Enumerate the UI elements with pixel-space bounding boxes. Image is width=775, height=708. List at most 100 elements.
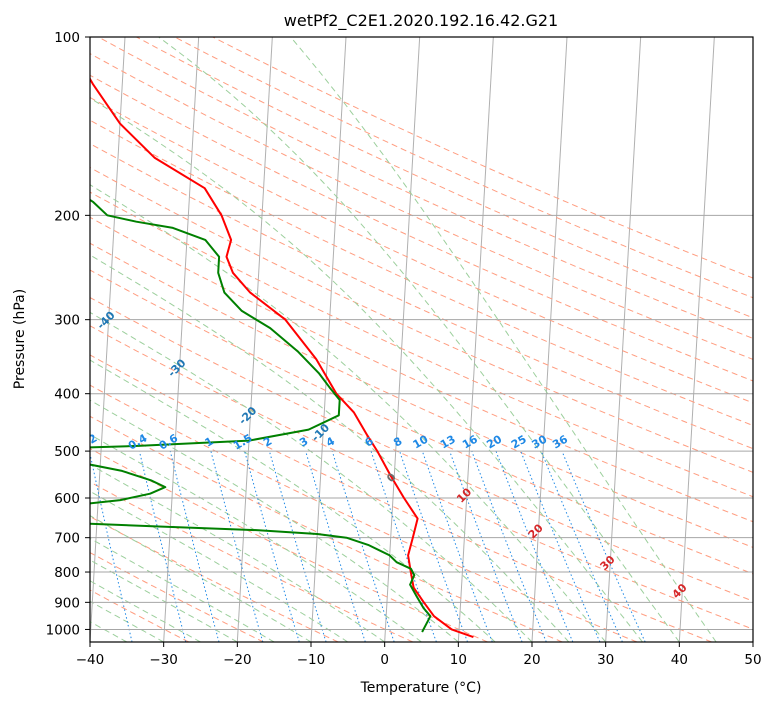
moist-adiabat-line: [90, 559, 238, 642]
isotherm-line: [678, 37, 715, 642]
moist-adiabat-line: [90, 433, 422, 642]
moist-adiabat-line: [90, 580, 201, 642]
isotherm-line: [236, 37, 273, 642]
profile-series: [90, 76, 474, 639]
isotherm-label: 20: [526, 521, 546, 541]
isotherm-label: -40: [94, 309, 117, 332]
isotherm-line: [457, 37, 494, 642]
isotherm-label: -50: [23, 261, 46, 284]
dry-adiabat-line: [90, 74, 753, 382]
moist-adiabat-line: [90, 254, 570, 642]
dry-adiabat-line: [90, 143, 753, 450]
y-tick-label: 900: [54, 595, 80, 611]
moist-adiabat-line: [90, 399, 459, 642]
temperature-line: [90, 76, 474, 639]
dry-adiabat-line: [90, 53, 753, 360]
y-axis-label: Pressure (hPa): [12, 289, 28, 389]
dry-adiabat-line: [90, 269, 753, 575]
mixing-ratio-line: [540, 450, 623, 642]
isotherm-line: [752, 633, 753, 642]
y-tick-label: 800: [54, 565, 80, 581]
y-tick-label: 100: [54, 30, 80, 46]
line-labels: 0.10.20.40.611.52346810131620253036-100-…: [23, 261, 690, 602]
moist-adiabat-line: [90, 97, 643, 642]
x-tick-label: −30: [149, 652, 178, 668]
y-tick-label: 500: [54, 444, 80, 460]
isotherm-label: 30: [598, 553, 618, 573]
isotherm-line: [90, 37, 126, 642]
mixing-ratio-line: [370, 450, 437, 642]
dry-adiabat-line: [90, 552, 264, 642]
mixing-ratio-line: [495, 450, 574, 642]
pressure-gridlines: [90, 37, 753, 630]
mixing-ratio-line: [399, 450, 468, 642]
mixing-ratio-label: 4: [324, 434, 337, 449]
background-lines: [90, 37, 753, 642]
moist-adiabat-line: [90, 515, 312, 642]
mixing-ratio-line: [210, 450, 264, 642]
x-axis-ticks: −40 −30 −20 −10 0 10 20 30 40 50: [76, 642, 762, 668]
dry-adiabat-line: [90, 589, 190, 642]
mixing-ratio-label: 30: [530, 432, 550, 451]
dry-adiabat-line: [173, 37, 753, 299]
mixing-ratio-line: [520, 450, 601, 642]
dry-adiabat-line: [211, 37, 753, 279]
mixing-ratio-label: 8: [391, 435, 404, 450]
mixing-ratio-line: [244, 450, 300, 642]
x-tick-label: 20: [523, 652, 540, 668]
dry-adiabat-line: [90, 96, 753, 404]
mixing-ratio-label: 0.6: [157, 431, 181, 452]
mixing-ratio-line: [138, 450, 187, 642]
mixing-ratio-line: [305, 450, 366, 642]
moist-adiabat-line: [90, 463, 385, 642]
y-tick-label: 200: [54, 208, 80, 224]
mixing-ratio-label: 0.4: [126, 431, 150, 452]
dry-adiabat-line: [90, 481, 414, 642]
dry-adiabat-line: [90, 415, 563, 642]
y-tick-label: 600: [54, 491, 80, 507]
mixing-ratio-line: [268, 450, 327, 642]
x-tick-label: 50: [744, 652, 761, 668]
y-tick-label: 700: [54, 531, 80, 547]
x-axis-label: Temperature (°C): [360, 680, 482, 696]
y-axis-ticks: 100 200 300 400 500 600 700 800 900 1000: [46, 30, 90, 638]
dry-adiabat-line: [90, 166, 753, 473]
mixing-ratio-label: 10: [411, 432, 431, 451]
mixing-ratio-line: [449, 450, 523, 642]
dry-adiabat-line: [90, 191, 753, 498]
dry-adiabat-line: [90, 384, 638, 642]
moist-adiabat-line: [90, 359, 496, 642]
y-tick-label: 300: [54, 313, 80, 329]
mixing-ratio-label: 13: [438, 433, 458, 452]
x-tick-label: 30: [597, 652, 614, 668]
y-tick-label: 400: [54, 387, 80, 403]
x-tick-label: −40: [76, 652, 105, 668]
mixing-ratio-line: [471, 450, 547, 642]
mixing-ratio-label: 3: [297, 435, 310, 450]
isotherm-label: -20: [236, 404, 259, 427]
x-tick-label: −20: [223, 652, 252, 668]
isotherm-line: [310, 37, 347, 642]
moist-adiabat-line: [90, 184, 607, 642]
plot-frame: [89, 36, 754, 643]
isotherm-line: [605, 37, 642, 642]
mixing-ratio-label: 36: [550, 432, 570, 451]
isotherm-label: 0: [384, 470, 399, 485]
mixing-ratio-label: 1.5: [231, 432, 254, 453]
mixing-ratio-label: 0.1: [29, 432, 52, 453]
mixing-ratio-line: [561, 450, 646, 642]
mixing-ratio-line: [90, 451, 133, 642]
moist-adiabat-line: [90, 537, 275, 642]
chart-title: wetPf2_C2E1.2020.192.16.42.G21: [284, 11, 558, 31]
moist-adiabat-line: [157, 37, 680, 642]
x-tick-label: 0: [380, 652, 389, 668]
dry-adiabat-line: [90, 242, 753, 548]
dry-adiabat-line: [90, 447, 488, 642]
dry-adiabat-line: [90, 354, 712, 642]
mixing-ratio-label: 20: [484, 432, 504, 451]
dry-adiabat-line: [97, 37, 753, 339]
mixing-ratio-label: 0.2: [76, 432, 99, 453]
isotherm-line: [384, 37, 421, 642]
x-tick-label: −10: [297, 652, 326, 668]
